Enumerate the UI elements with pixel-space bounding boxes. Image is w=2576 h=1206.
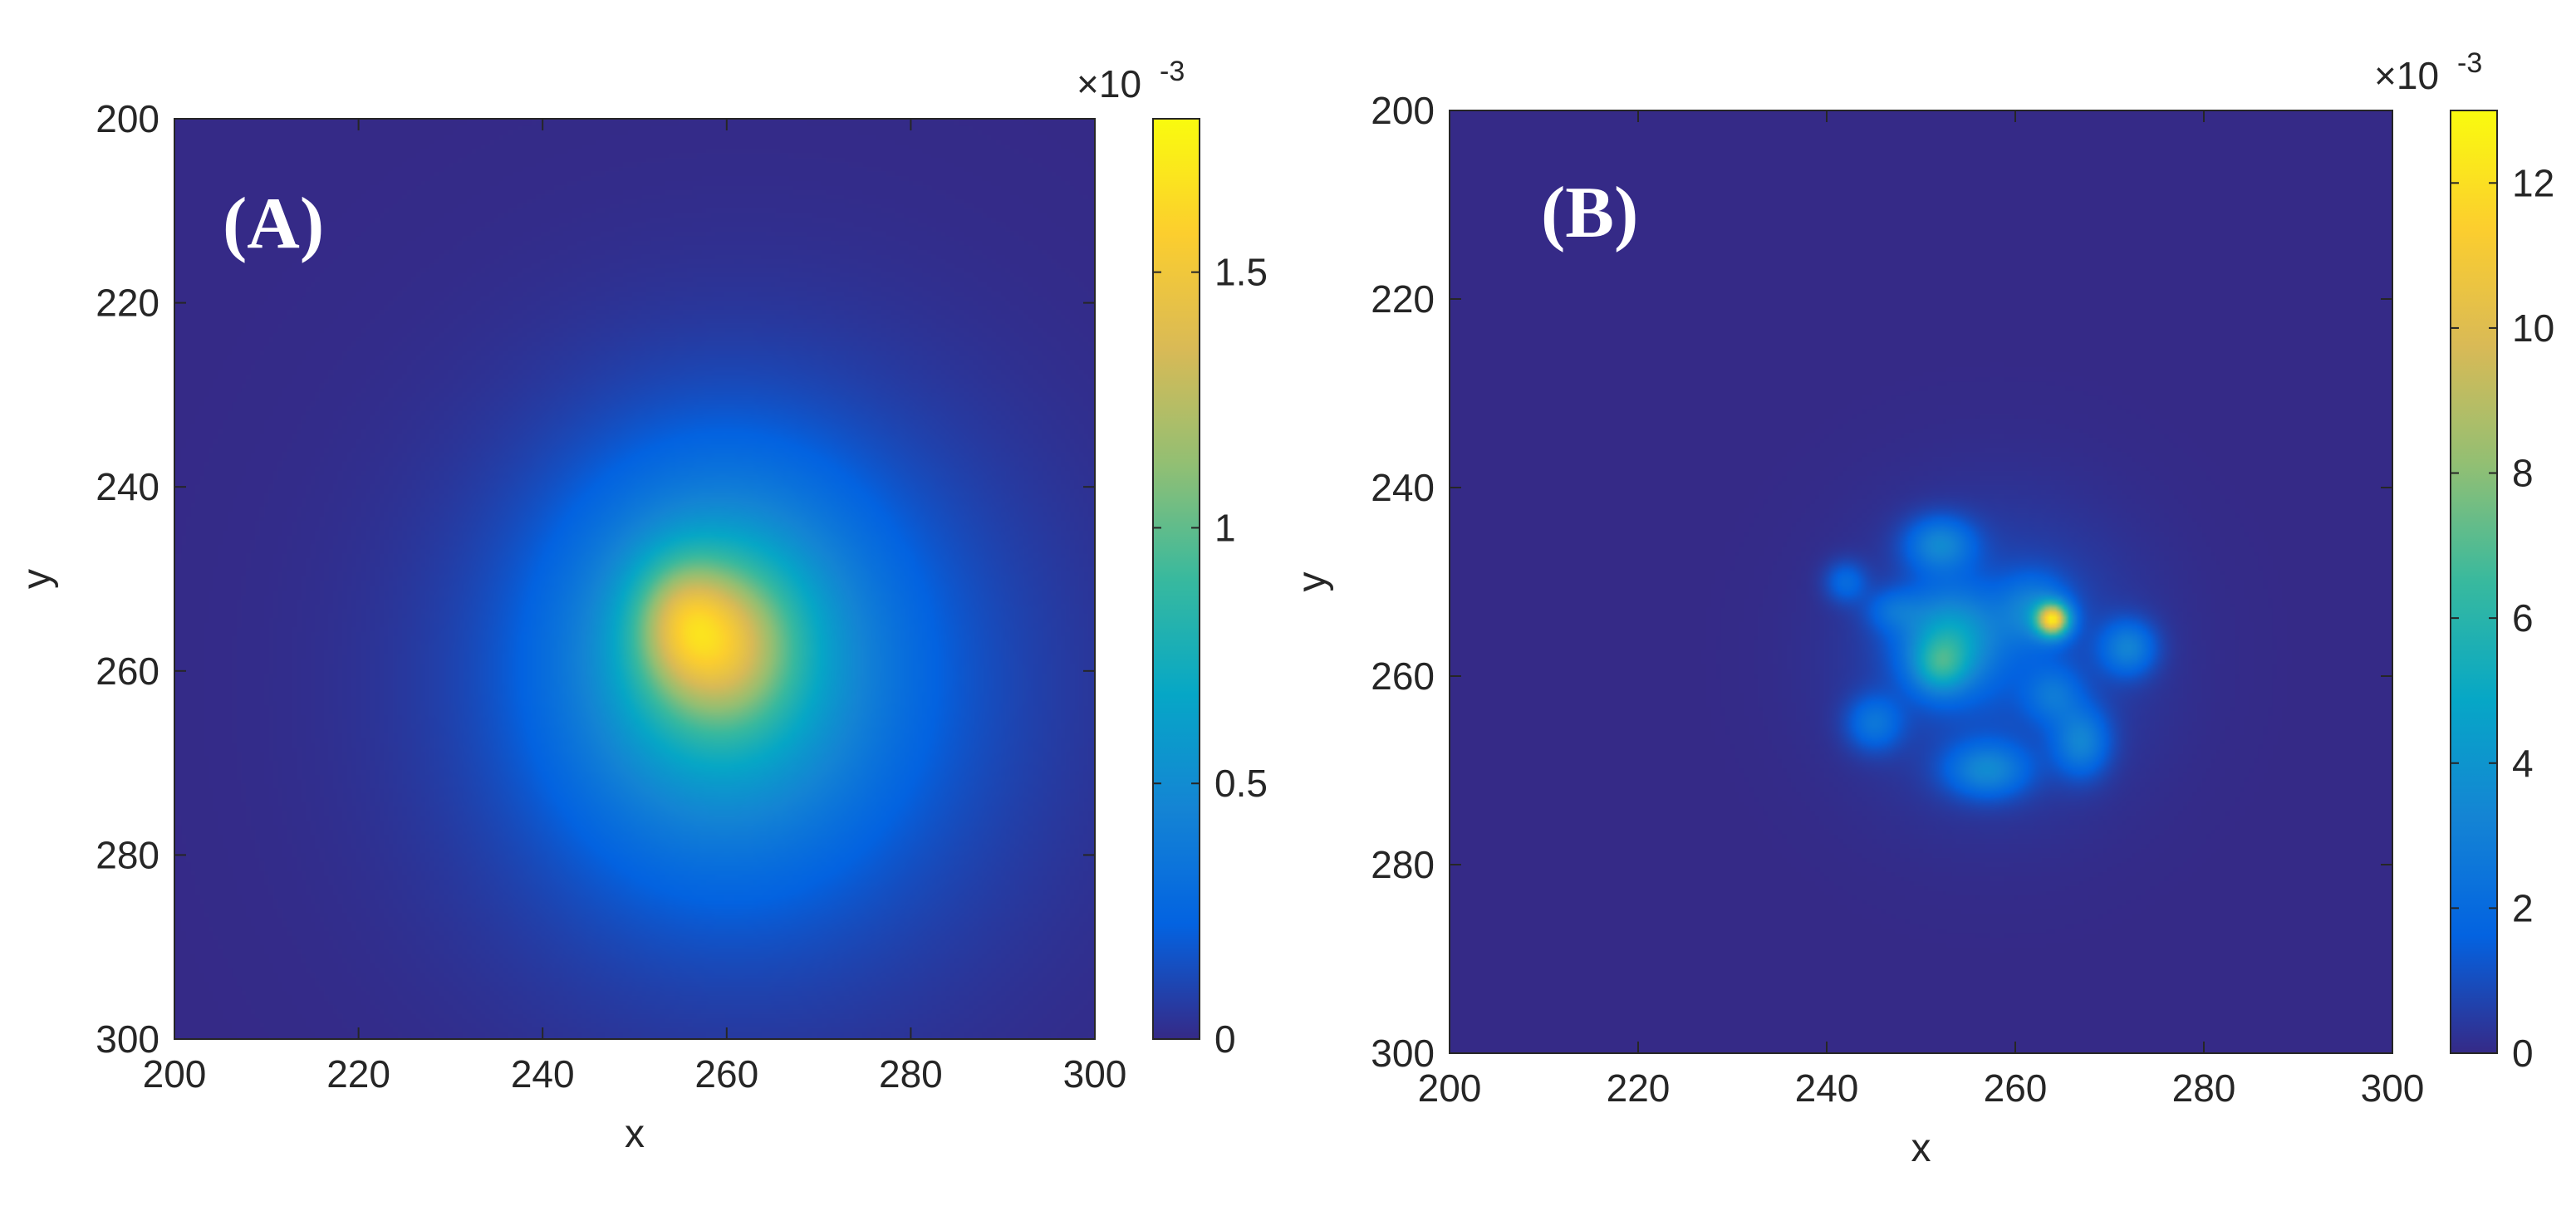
x-axis-label: x xyxy=(625,1112,645,1156)
x-tick-label: 200 xyxy=(1418,1066,1482,1110)
x-tick-label: 220 xyxy=(1607,1066,1671,1110)
colorbar xyxy=(2450,110,2498,1054)
x-axis-label: x xyxy=(1911,1126,1931,1170)
x-tick-label: 280 xyxy=(2172,1066,2236,1110)
y-tick-label: 280 xyxy=(1371,843,1435,886)
y-tick-label: 300 xyxy=(96,1017,159,1061)
x-tick-label: 260 xyxy=(694,1052,758,1096)
x-tick-label: 300 xyxy=(2361,1066,2425,1110)
colorbar-tick-label: 8 xyxy=(2512,452,2534,495)
plot-frame xyxy=(174,118,1096,1040)
colorbar-exponent: -3 xyxy=(2457,47,2482,79)
y-tick-label: 220 xyxy=(96,282,159,325)
colorbar xyxy=(1152,118,1200,1040)
y-tick-label: 280 xyxy=(96,833,159,876)
y-tick-label: 260 xyxy=(96,650,159,693)
colorbar-tick-label: 0 xyxy=(1214,1017,1236,1061)
x-tick-label: 200 xyxy=(143,1052,207,1096)
y-tick-label: 240 xyxy=(96,465,159,508)
panel-label: (B) xyxy=(1541,173,1638,253)
x-tick-label: 280 xyxy=(879,1052,943,1096)
colorbar-tick-label: 10 xyxy=(2512,306,2554,350)
heatmap-panel-b: 200 220 240 260 280 300200220240260280300xy(B… xyxy=(1290,47,2554,1170)
colorbar-tick-label: 0.5 xyxy=(1214,762,1268,805)
colorbar-tick-label: 1.5 xyxy=(1214,251,1268,294)
colorbar-tick-label: 1 xyxy=(1214,506,1236,549)
heatmap-image xyxy=(1450,110,2392,1053)
panel-label: (A) xyxy=(223,184,324,264)
x-tick-label: 240 xyxy=(1795,1066,1859,1110)
y-tick-label: 240 xyxy=(1371,466,1435,509)
x-tick-label: 300 xyxy=(1063,1052,1127,1096)
colorbar-tick-label: 6 xyxy=(2512,596,2534,640)
x-tick-label: 220 xyxy=(326,1052,390,1096)
heatmap-image xyxy=(174,119,1095,1039)
heatmap-panel-a: 200 220 240 260 280 300200220240260280300xy(A… xyxy=(15,56,1268,1156)
y-axis-label: y xyxy=(1290,572,1334,592)
plot-frame xyxy=(1449,110,2393,1054)
colorbar-tick-label: 4 xyxy=(2512,742,2534,785)
y-tick-label: 200 xyxy=(1371,89,1435,132)
colorbar-exponent: -3 xyxy=(1160,56,1185,87)
y-axis-label: y xyxy=(15,569,59,589)
colorbar-tick-label: 12 xyxy=(2512,161,2554,204)
x-tick-label: 240 xyxy=(511,1052,575,1096)
colorbar-tick-label: 0 xyxy=(2512,1032,2534,1075)
colorbar-multiplier: ×10 xyxy=(2374,54,2439,97)
y-tick-label: 300 xyxy=(1371,1032,1435,1075)
x-tick-label: 260 xyxy=(1984,1066,2048,1110)
colorbar-tick-label: 2 xyxy=(2512,886,2534,929)
colorbar-multiplier: ×10 xyxy=(1077,62,1141,105)
y-tick-label: 220 xyxy=(1371,277,1435,321)
y-tick-label: 200 xyxy=(96,97,159,140)
y-tick-label: 260 xyxy=(1371,654,1435,698)
